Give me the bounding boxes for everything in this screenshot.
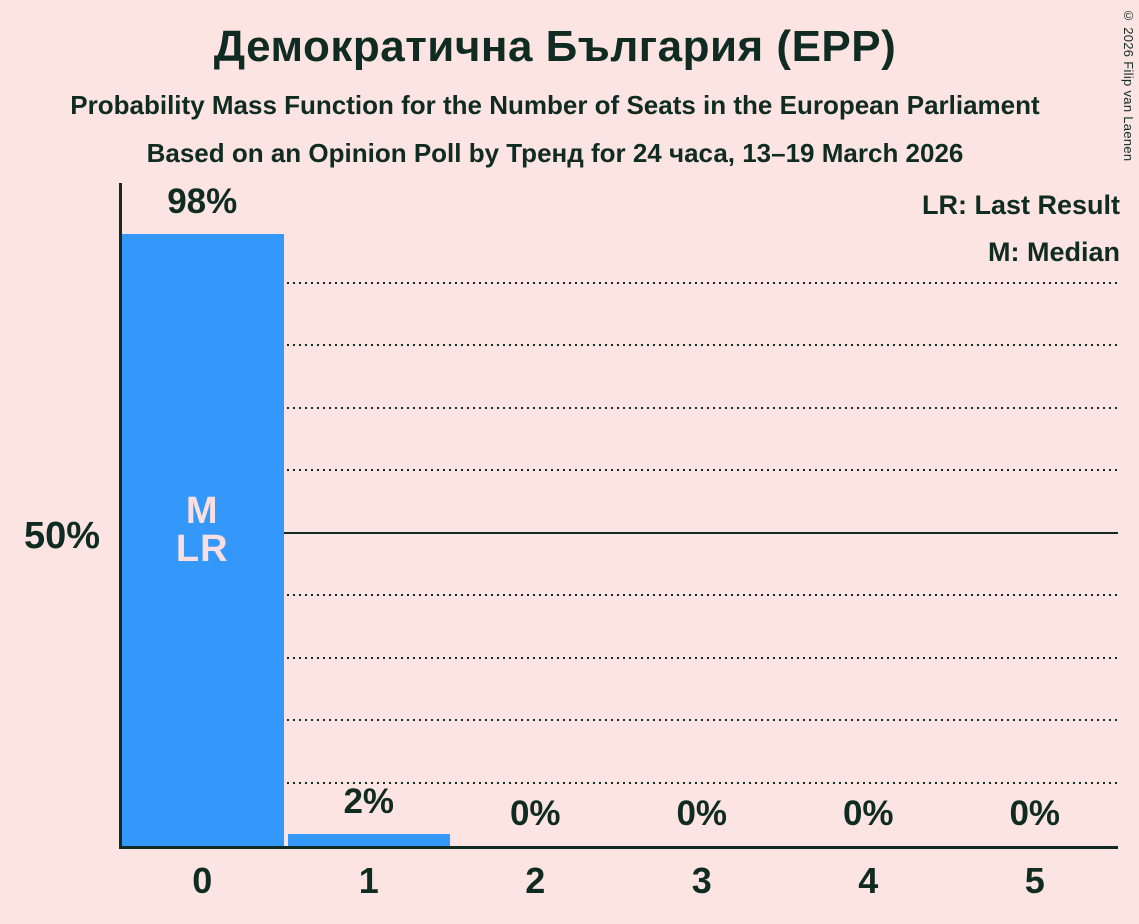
x-tick-label-2: 2	[525, 860, 546, 901]
legend-median-label: M: Median	[988, 237, 1120, 267]
bar-seats-0	[121, 233, 284, 846]
y-axis-tick-label: 50%	[23, 515, 100, 557]
copyright-text: © 2026 Filip van Laenen	[1121, 8, 1136, 162]
legend: LR: Last Result M: Median	[922, 182, 1120, 276]
x-tick-label-0: 0	[192, 860, 213, 901]
gridline-20-percent	[119, 719, 1118, 721]
bar-value-label-seats-1: 2%	[343, 781, 395, 821]
chart-subtitle-line2: Based on an Opinion Poll by Тренд for 24…	[146, 138, 964, 168]
gridline-10-percent	[119, 781, 1118, 784]
gridline-40-percent	[119, 594, 1118, 596]
gridline-60-percent	[119, 469, 1118, 471]
bar-value-label-seats-4: 0%	[842, 794, 894, 833]
gridline-30-percent	[119, 656, 1118, 659]
bar-annotations-seats-0: M LR	[119, 492, 286, 568]
bar-value-label-seats-2: 0%	[509, 794, 561, 833]
gridline-80-percent	[119, 344, 1118, 346]
bar-value-label-seats-5: 0%	[1009, 794, 1061, 833]
bar-annotation-m-label: M	[185, 490, 219, 532]
x-tick-label-5: 5	[1024, 860, 1045, 901]
x-axis-tick-labels: 0 1 2 3 4 5	[119, 860, 1118, 906]
legend-last-result-label: LR: Last Result	[921, 190, 1120, 220]
y-axis-line	[119, 183, 122, 848]
bar-annotation-lr-label: LR	[175, 528, 229, 570]
bar-value-label-seats-3: 0%	[676, 794, 728, 833]
gridline-70-percent	[119, 406, 1118, 409]
bar-value-label-seats-0: 98%	[167, 181, 238, 221]
x-tick-label-4: 4	[858, 860, 879, 901]
bar-seats-1	[287, 833, 450, 846]
chart-title: Демократична България (EPP)	[213, 22, 897, 71]
chart-subtitle-line1: Probability Mass Function for the Number…	[70, 90, 1040, 120]
x-axis-line	[119, 846, 1118, 849]
x-tick-label-1: 1	[358, 860, 379, 901]
chart-plot-area: 98% M LR 2% 0% 0% 0% 0%	[119, 180, 1118, 846]
x-tick-label-3: 3	[691, 860, 712, 901]
gridline-90-percent	[119, 281, 1118, 284]
gridline-50-percent	[119, 531, 1118, 534]
